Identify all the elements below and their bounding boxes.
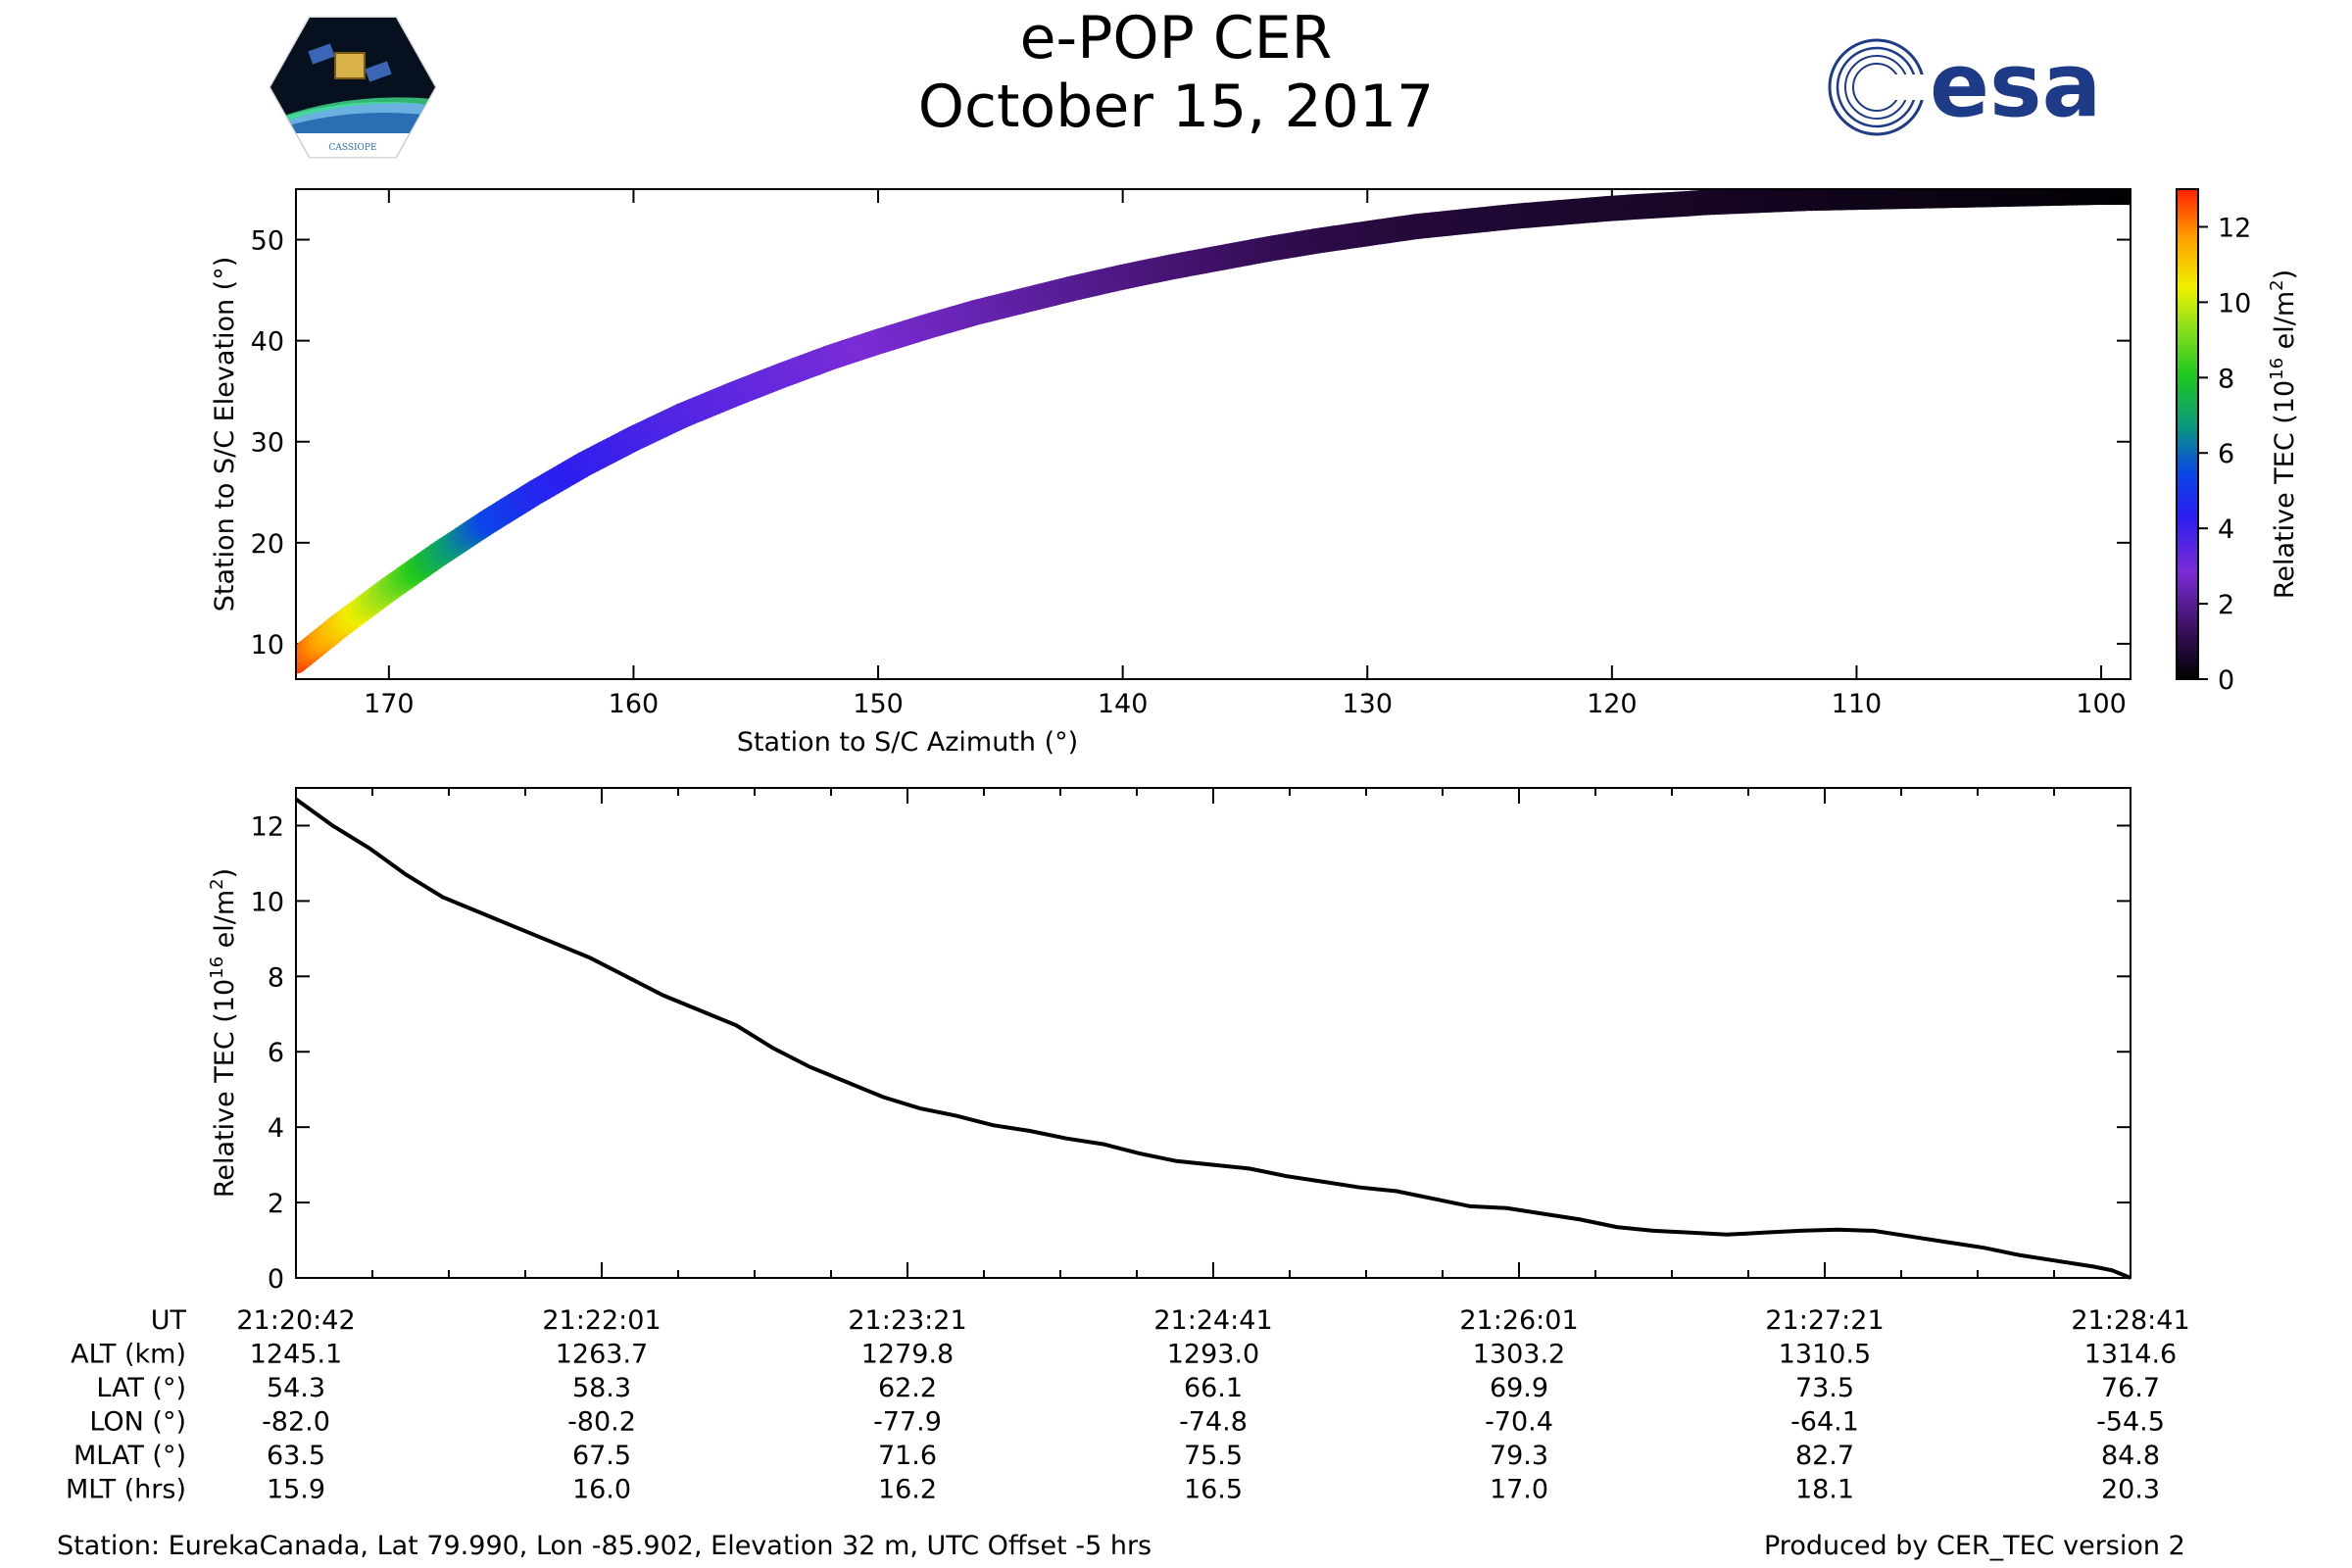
tick-row-label: LON (°) [89,1407,186,1438]
chart2-ytick-label: 10 [251,887,284,917]
tick-row-value-lon: -77.9 [873,1407,942,1438]
tick-row-value-mlt: 16.2 [878,1475,937,1505]
chart1-frame [295,188,2132,680]
chart1-xtick-label: 140 [1098,689,1149,719]
chart2-ytick-label: 12 [251,811,284,842]
tick-row-value-lon: -70.4 [1485,1407,1553,1438]
tick-row-value-lon: -82.0 [262,1407,330,1438]
chart1-xtick-label: 160 [609,689,660,719]
colorbar-tick-label: 10 [2218,288,2251,318]
tick-row-value-ut: 21:22:01 [542,1305,661,1336]
tick-row-value-lon: -54.5 [2096,1407,2165,1438]
colorbar-gradient [2176,188,2199,680]
tick-row-value-mlat: 63.5 [267,1441,325,1471]
chart2-ytick-label: 4 [268,1113,284,1144]
tick-row-value-ut: 21:20:42 [236,1305,355,1336]
station-info: Station: EurekaCanada, Lat 79.990, Lon -… [57,1531,1152,1561]
colorbar-tick-label: 0 [2218,665,2234,696]
chart1-xtick-label: 170 [364,689,415,719]
tick-row-value-mlt: 16.5 [1184,1475,1243,1505]
colorbar-tick-label: 6 [2218,439,2234,469]
chart2-frame [295,787,2132,1279]
chart1-xtick-label: 110 [1832,689,1883,719]
tick-row-label: MLAT (°) [74,1441,186,1471]
chart1-xtick-label: 120 [1587,689,1638,719]
chart1-xtick-label: 150 [853,689,904,719]
tick-row-value-lat: 66.1 [1184,1373,1243,1403]
tick-row-value-mlat: 79.3 [1490,1441,1548,1471]
tick-row-value-mlat: 75.5 [1184,1441,1243,1471]
tick-row-value-lat: 73.5 [1795,1373,1854,1403]
tick-row-value-mlt: 15.9 [267,1475,325,1505]
chart2-ytick-label: 0 [268,1264,284,1295]
chart1-ytick-label: 50 [251,226,284,257]
chart1-ytick-label: 30 [251,428,284,459]
esa-logo-text: esa [1930,35,2101,137]
tick-row-label: ALT (km) [71,1340,186,1370]
tec-timeseries-chart: 0 2 4 6 8 10 12 Relative TEC (1016 el/m2) UT 21… [66,787,2190,1505]
colorbar-tick-label: 2 [2218,590,2234,620]
chart2-ytick-label: 8 [268,962,284,993]
tick-row-value-lon: -80.2 [567,1407,636,1438]
chart2-ytick-label: 2 [268,1189,284,1219]
tick-row-label: UT [151,1305,187,1336]
tick-row-value-alt: 1293.0 [1167,1340,1259,1370]
colorbar-label: Relative TEC (1016 el/m2) [2267,270,2300,599]
tick-row-value-mlt: 16.0 [572,1475,631,1505]
colorbar-tick-label: 8 [2218,364,2234,394]
tick-row-value-mlt: 17.0 [1490,1475,1548,1505]
chart2-ytick-label: 6 [268,1038,284,1068]
tick-row-value-lat: 58.3 [572,1373,631,1403]
tick-row-value-ut: 21:24:41 [1153,1305,1272,1336]
tick-row-value-mlt: 20.3 [2101,1475,2160,1505]
tick-row-value-lon: -64.1 [1790,1407,1859,1438]
esa-logo: esa [1828,35,2101,137]
tick-row-value-mlat: 67.5 [572,1441,631,1471]
tick-row-value-lat: 62.2 [878,1373,937,1403]
chart1-ytick-label: 20 [251,529,284,560]
esa-swirl-icon [1828,38,1934,136]
tick-row-value-mlt: 18.1 [1795,1475,1854,1505]
page-date: October 15, 2017 [917,73,1435,141]
colorbar-tick-label: 4 [2218,514,2234,545]
colorbar: 0 2 4 6 8 10 12 Relative TEC (1016 el/m2) [2176,188,2300,696]
tick-row-value-lat: 69.9 [1490,1373,1548,1403]
tick-row-value-ut: 21:28:41 [2071,1305,2189,1336]
tec-series-line [294,797,2132,1280]
tick-row-value-alt: 1263.7 [556,1340,648,1370]
tick-row-value-lat: 76.7 [2101,1373,2160,1403]
tick-row-value-alt: 1279.8 [861,1340,954,1370]
tick-row-value-alt: 1310.5 [1779,1340,1871,1370]
tick-row-label: LAT (°) [96,1373,186,1403]
tick-row-value-ut: 21:26:01 [1459,1305,1578,1336]
colorbar-tick-label: 12 [2218,213,2251,243]
tick-row-label: MLT (hrs) [66,1475,186,1505]
trajectory-point [2118,189,2131,206]
tick-row-value-lon: -74.8 [1179,1407,1248,1438]
tick-row-value-alt: 1314.6 [2084,1340,2177,1370]
chart1-xtick-label: 130 [1342,689,1393,719]
chart1-ylabel: Station to S/C Elevation (°) [210,257,240,612]
elevation-azimuth-chart: 170 160 150 140 130 120 110 100 10 20 30 40 50 Stati… [210,188,2132,758]
chart1-xlabel: Station to S/C Azimuth (°) [737,727,1078,758]
cassiope-logo-text: CASSIOPE [328,143,376,153]
tick-row-value-alt: 1303.2 [1473,1340,1565,1370]
producer-info: Produced by CER_TEC version 2 [1764,1531,2185,1561]
chart1-xtick-label: 100 [2076,689,2127,719]
chart2-ylabel: Relative TEC (1016 el/m2) [207,868,240,1198]
tick-row-value-alt: 1245.1 [250,1340,342,1370]
chart1-ytick-label: 10 [251,630,284,661]
tick-row-value-ut: 21:23:21 [848,1305,966,1336]
chart1-ytick-label: 40 [251,327,284,358]
tick-row-value-lat: 54.3 [267,1373,325,1403]
tick-row-value-mlat: 71.6 [878,1441,937,1471]
tick-row-value-mlat: 82.7 [1795,1441,1854,1471]
cassiope-logo: CASSIOPE [269,16,437,159]
page-title: e-POP CER [1019,4,1333,73]
satellite-icon [308,43,392,82]
tick-row-value-ut: 21:27:21 [1765,1305,1884,1336]
tick-row-value-mlat: 84.8 [2101,1441,2160,1471]
